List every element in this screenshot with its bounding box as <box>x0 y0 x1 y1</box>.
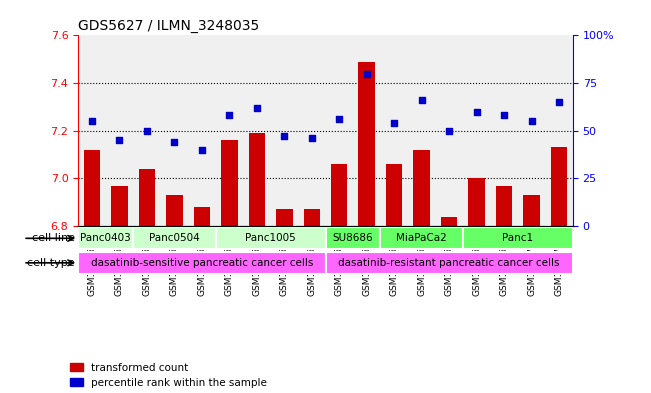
Bar <box>276 209 292 226</box>
Bar <box>331 164 348 226</box>
Bar <box>111 185 128 226</box>
Point <box>361 70 372 77</box>
Bar <box>166 195 182 226</box>
Text: GDS5627 / ILMN_3248035: GDS5627 / ILMN_3248035 <box>78 19 259 33</box>
Point <box>142 128 152 134</box>
Text: Panc0504: Panc0504 <box>149 233 200 243</box>
Point <box>114 137 124 143</box>
Bar <box>496 185 512 226</box>
Text: SU8686: SU8686 <box>333 233 373 243</box>
FancyBboxPatch shape <box>326 227 380 249</box>
Legend: transformed count, percentile rank within the sample: transformed count, percentile rank withi… <box>70 363 267 388</box>
Point <box>251 105 262 111</box>
Bar <box>413 150 430 226</box>
Bar <box>469 178 485 226</box>
Bar <box>221 140 238 226</box>
Bar <box>83 150 100 226</box>
Point <box>471 108 482 115</box>
Bar <box>551 147 568 226</box>
FancyBboxPatch shape <box>380 227 463 249</box>
Bar <box>386 164 402 226</box>
Point <box>417 97 427 103</box>
Bar <box>303 209 320 226</box>
Point <box>334 116 344 122</box>
Point <box>197 147 207 153</box>
FancyBboxPatch shape <box>78 227 133 249</box>
Text: Panc0403: Panc0403 <box>80 233 131 243</box>
Point <box>389 120 400 126</box>
Bar <box>441 217 458 226</box>
Text: cell line: cell line <box>32 233 78 243</box>
Text: cell type: cell type <box>27 258 78 268</box>
FancyBboxPatch shape <box>78 252 326 274</box>
Text: Panc1005: Panc1005 <box>245 233 296 243</box>
Text: Panc1: Panc1 <box>503 233 533 243</box>
Text: MiaPaCa2: MiaPaCa2 <box>396 233 447 243</box>
FancyBboxPatch shape <box>133 227 215 249</box>
Point <box>279 133 290 140</box>
Bar <box>193 207 210 226</box>
Point <box>554 99 564 105</box>
FancyBboxPatch shape <box>215 227 326 249</box>
Bar <box>249 133 265 226</box>
Point <box>307 135 317 141</box>
FancyBboxPatch shape <box>463 227 573 249</box>
Bar <box>139 169 155 226</box>
Point <box>169 139 180 145</box>
Bar <box>523 195 540 226</box>
Text: dasatinib-sensitive pancreatic cancer cells: dasatinib-sensitive pancreatic cancer ce… <box>90 258 313 268</box>
Point <box>527 118 537 124</box>
Point <box>87 118 97 124</box>
Bar <box>359 62 375 226</box>
FancyBboxPatch shape <box>326 252 573 274</box>
Point <box>444 128 454 134</box>
Point <box>224 112 234 119</box>
Text: dasatinib-resistant pancreatic cancer cells: dasatinib-resistant pancreatic cancer ce… <box>339 258 560 268</box>
Point <box>499 112 509 119</box>
